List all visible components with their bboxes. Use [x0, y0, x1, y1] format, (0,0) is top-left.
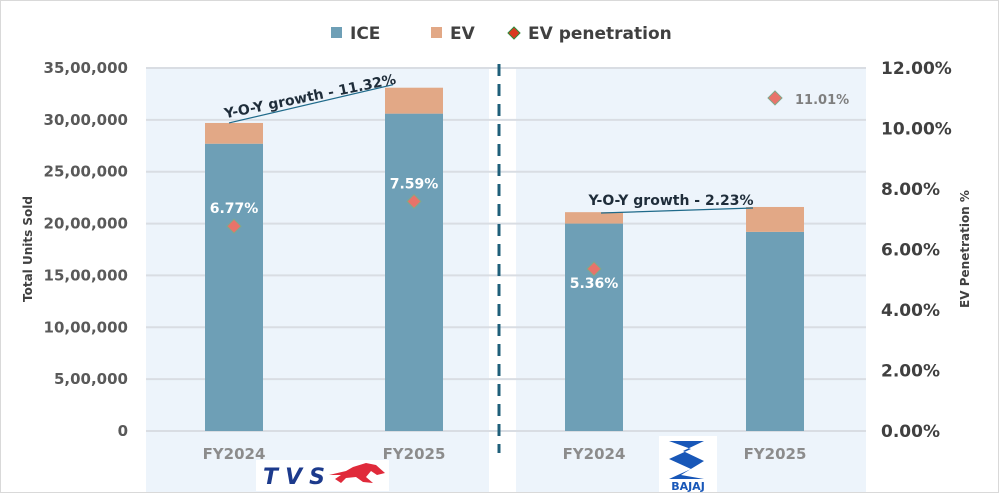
legend-label: ICE — [350, 24, 380, 44]
legend-swatch-diamond — [507, 26, 521, 40]
y2-tick-label: 6.00% — [881, 241, 940, 261]
ev-penetration-label: 11.01% — [795, 93, 849, 108]
yoy-label-bajaj: Y-O-Y growth - 2.23% — [587, 193, 753, 209]
y2-axis-title: EV Penetration % — [958, 190, 972, 308]
bar-ice — [385, 113, 443, 432]
y-tick-label: 5,00,000 — [54, 370, 128, 388]
y2-tick-label: 10.00% — [881, 120, 952, 140]
ev-penetration-label: 5.36% — [570, 276, 619, 292]
x-tick-label: FY2024 — [563, 445, 626, 463]
y2-tick-label: 12.00% — [881, 59, 952, 79]
y2-tick-label: 4.00% — [881, 301, 940, 321]
y-tick-label: 15,00,000 — [44, 266, 128, 284]
bar-ice — [565, 223, 623, 431]
legend-label: EV — [450, 24, 476, 44]
x-tick-label: FY2024 — [203, 445, 266, 463]
y-tick-label: 25,00,000 — [44, 163, 128, 181]
y2-tick-label: 2.00% — [881, 362, 940, 382]
y-tick-label: 10,00,000 — [44, 318, 128, 336]
ev-penetration-marker — [406, 193, 422, 210]
bar-ev — [746, 206, 804, 232]
legend-swatch — [431, 27, 442, 38]
y2-tick-label: 0.00% — [881, 422, 940, 442]
bajaj-icon — [669, 441, 704, 479]
x-tick-label: FY2025 — [383, 445, 446, 463]
divider-gap — [489, 441, 516, 492]
y2-tick-label: 8.00% — [881, 180, 940, 200]
bar-ice — [205, 143, 263, 431]
legend-swatch — [331, 27, 342, 38]
bar-ev — [205, 122, 263, 144]
bar-ev — [385, 87, 443, 114]
ev-penetration-label: 6.77% — [210, 201, 259, 217]
y-tick-label: 0 — [118, 422, 128, 440]
ev-penetration-label: 7.59% — [390, 176, 439, 192]
bar-ev — [565, 212, 623, 224]
y-axis-title: Total Units Sold — [21, 196, 35, 302]
tvs-logo-text: TVS — [263, 465, 325, 490]
tvs-horse-icon — [329, 463, 385, 483]
yoy-line-bajaj — [600, 207, 754, 214]
x-tick-label: FY2025 — [744, 445, 807, 463]
bajaj-logo-text: BAJAJ — [671, 480, 705, 493]
ev-penetration-marker — [226, 218, 242, 234]
y-tick-label: 35,00,000 — [44, 59, 128, 77]
y-tick-label: 20,00,000 — [44, 215, 128, 233]
y-tick-label: 30,00,000 — [44, 111, 128, 129]
legend-label: EV penetration — [528, 24, 672, 44]
yoy-line-tvs — [228, 84, 394, 124]
ev-penetration-marker — [767, 90, 783, 106]
bar-ice — [746, 231, 804, 431]
ev-penetration-marker — [586, 261, 602, 277]
